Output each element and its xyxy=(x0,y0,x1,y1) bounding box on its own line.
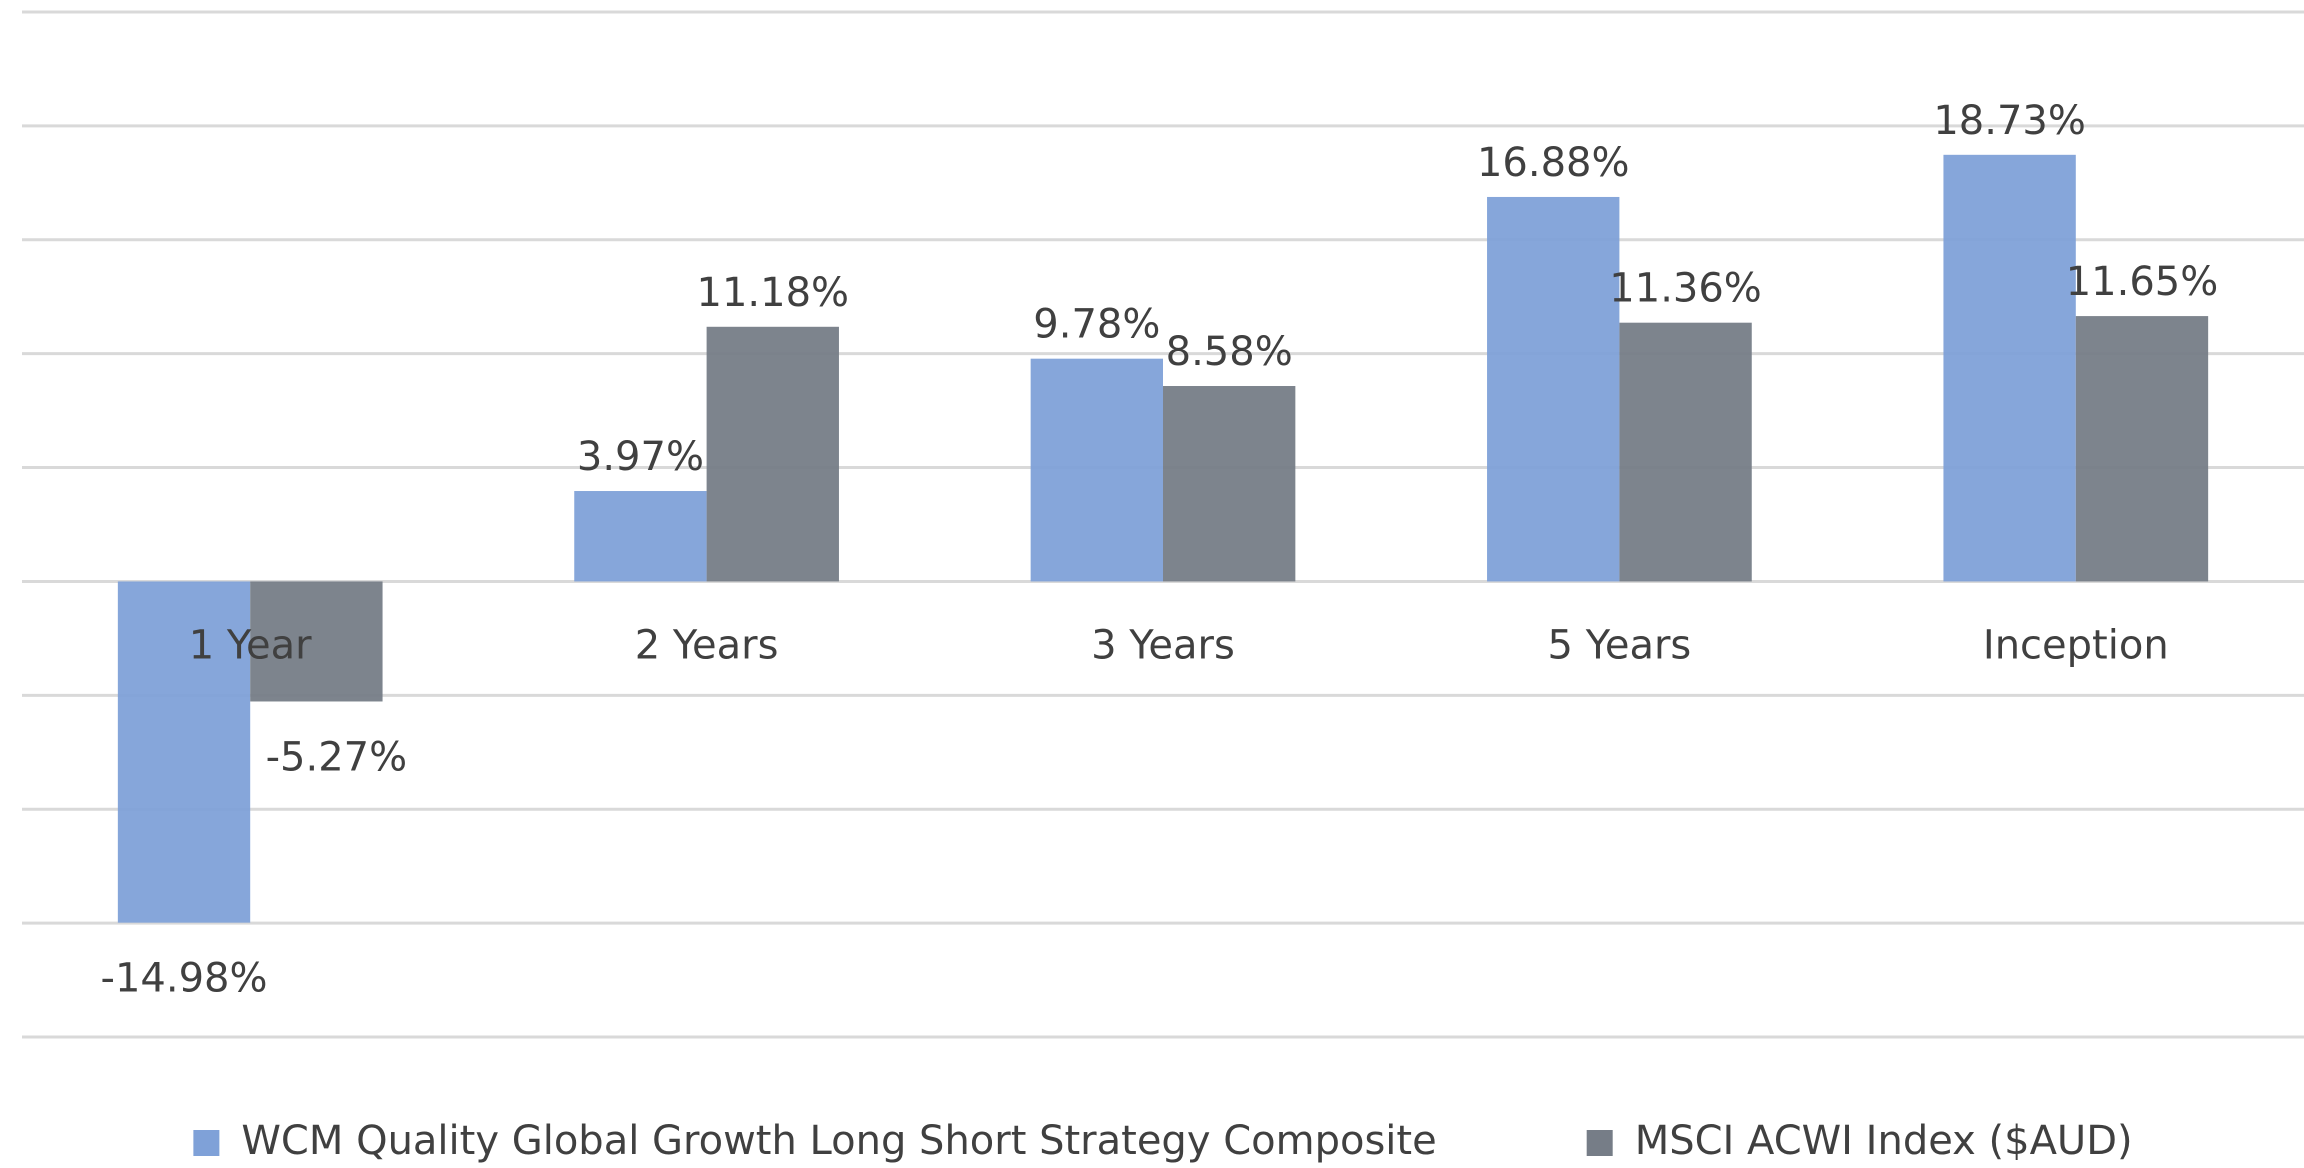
data-label: 11.18% xyxy=(697,270,850,316)
data-label: 16.88% xyxy=(1477,140,1630,186)
legend-swatch xyxy=(193,1130,220,1156)
data-label: -14.98% xyxy=(101,956,268,1002)
data-label: 11.36% xyxy=(1609,266,1762,312)
data-label: 11.65% xyxy=(2066,259,2219,305)
bar xyxy=(1163,386,1296,582)
bar xyxy=(117,581,251,923)
legend-label: WCM Quality Global Growth Long Short Str… xyxy=(241,1118,1436,1164)
x-tick-label: 1 Year xyxy=(189,622,312,668)
x-tick-label: 5 Years xyxy=(1548,622,1692,668)
bar xyxy=(706,326,839,582)
data-label: 3.97% xyxy=(577,434,704,480)
bar xyxy=(2075,316,2209,582)
data-label: 18.73% xyxy=(1933,98,2086,144)
bar xyxy=(1030,358,1163,582)
x-tick-label: 2 Years xyxy=(635,622,779,668)
bar xyxy=(250,581,383,702)
bar xyxy=(1487,196,1620,582)
bar xyxy=(574,491,707,582)
data-label: 8.58% xyxy=(1166,329,1293,375)
bar xyxy=(1619,322,1752,582)
data-label: -5.27% xyxy=(266,734,408,780)
x-tick-label: 3 Years xyxy=(1091,622,1235,668)
data-label: 9.78% xyxy=(1033,302,1160,348)
x-tick-label: Inception xyxy=(1983,622,2169,668)
legend-label: MSCI ACWI Index ($AUD) xyxy=(1635,1118,2133,1164)
bar xyxy=(1943,154,2076,582)
legend-swatch xyxy=(1586,1130,1613,1156)
